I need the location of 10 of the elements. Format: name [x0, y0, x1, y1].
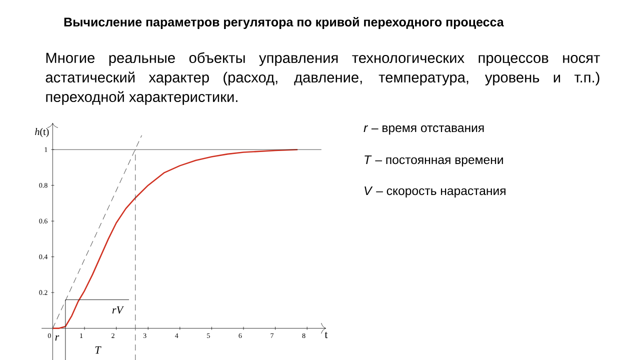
chart-subtitle: Многие реальные объекты управления технологических процессов носят астатический характер (расход, давление, температура, уровень и т.п.) переходной характеристики.: [46, 52, 600, 105]
text: T – постоянная времени: [364, 156, 503, 167]
chart-title: Вычисление параметров регулятора по кривой переходного процесса: [64, 17, 504, 29]
annotation: T: [95, 346, 102, 354]
y-axis-title: h(t): [35, 128, 49, 138]
x-axis-title: t: [324, 332, 328, 338]
text: V – скорость нарастания: [364, 186, 506, 198]
text: r – время отставания: [364, 125, 484, 135]
annotation: r: [55, 335, 60, 341]
annotation: rV: [112, 306, 124, 314]
